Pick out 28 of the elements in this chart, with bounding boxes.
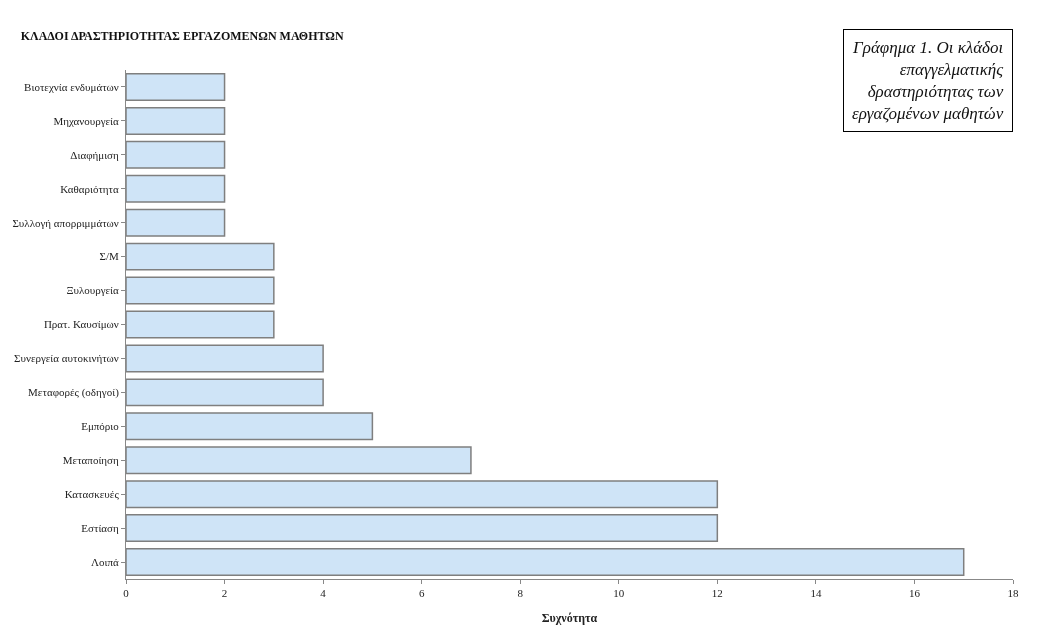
y-tick-label: Εμπόριο bbox=[81, 420, 120, 433]
y-tick-label: Διαφήμιση bbox=[70, 148, 120, 161]
y-tick-label: Μεταφορές (οδηγοί) bbox=[28, 386, 120, 400]
y-tick-label: Κατασκευές bbox=[64, 488, 120, 501]
y-tick-label: Βιοτεχνία ενδυμάτων bbox=[24, 80, 119, 93]
chart-title: ΚΛΑΔΟΙ ΔΡΑΣΤΗΡΙΟΤΗΤΑΣ ΕΡΓΑΖΟΜΕΝΩΝ ΜΑΘΗΤΩΝ bbox=[20, 29, 344, 44]
x-tick-label: 4 bbox=[320, 587, 327, 600]
x-tick-label: 16 bbox=[908, 587, 921, 600]
annotation: Γράφημα 1. Οι κλάδοι επαγγελματικής δραστηριότητας των εργαζομένων μαθητών bbox=[852, 38, 1004, 124]
y-tick-label: Καθαριότητα bbox=[60, 182, 120, 195]
y-tick-label: Εστίαση bbox=[81, 521, 120, 534]
x-tick-label: 6 bbox=[418, 587, 425, 600]
x-tick-label: 18 bbox=[1007, 587, 1019, 600]
x-tick-label: 14 bbox=[810, 587, 822, 600]
y-tick-label: Συνεργεία αυτοκινήτων bbox=[14, 352, 119, 365]
x-axis-title: Συχνότητα bbox=[541, 611, 598, 626]
y-tick-label: Σ/Μ bbox=[99, 250, 120, 263]
y-tick-label: Μεταποίηση bbox=[62, 454, 120, 467]
y-tick-label: Ξυλουργεία bbox=[66, 284, 120, 297]
x-tick-label: 2 bbox=[221, 587, 228, 600]
x-tick-label: 8 bbox=[517, 587, 524, 600]
y-tick-label: Συλλογή απορριμμάτων bbox=[12, 216, 119, 229]
y-tick-label: Πρατ. Καυσίμων bbox=[43, 318, 119, 331]
x-tick-label: 0 bbox=[123, 587, 130, 600]
x-tick-label: 10 bbox=[613, 587, 625, 600]
y-tick-label: Λοιπά bbox=[91, 555, 120, 568]
x-tick-label: 12 bbox=[711, 587, 723, 600]
y-tick-label: Μηχανουργεία bbox=[53, 114, 120, 127]
